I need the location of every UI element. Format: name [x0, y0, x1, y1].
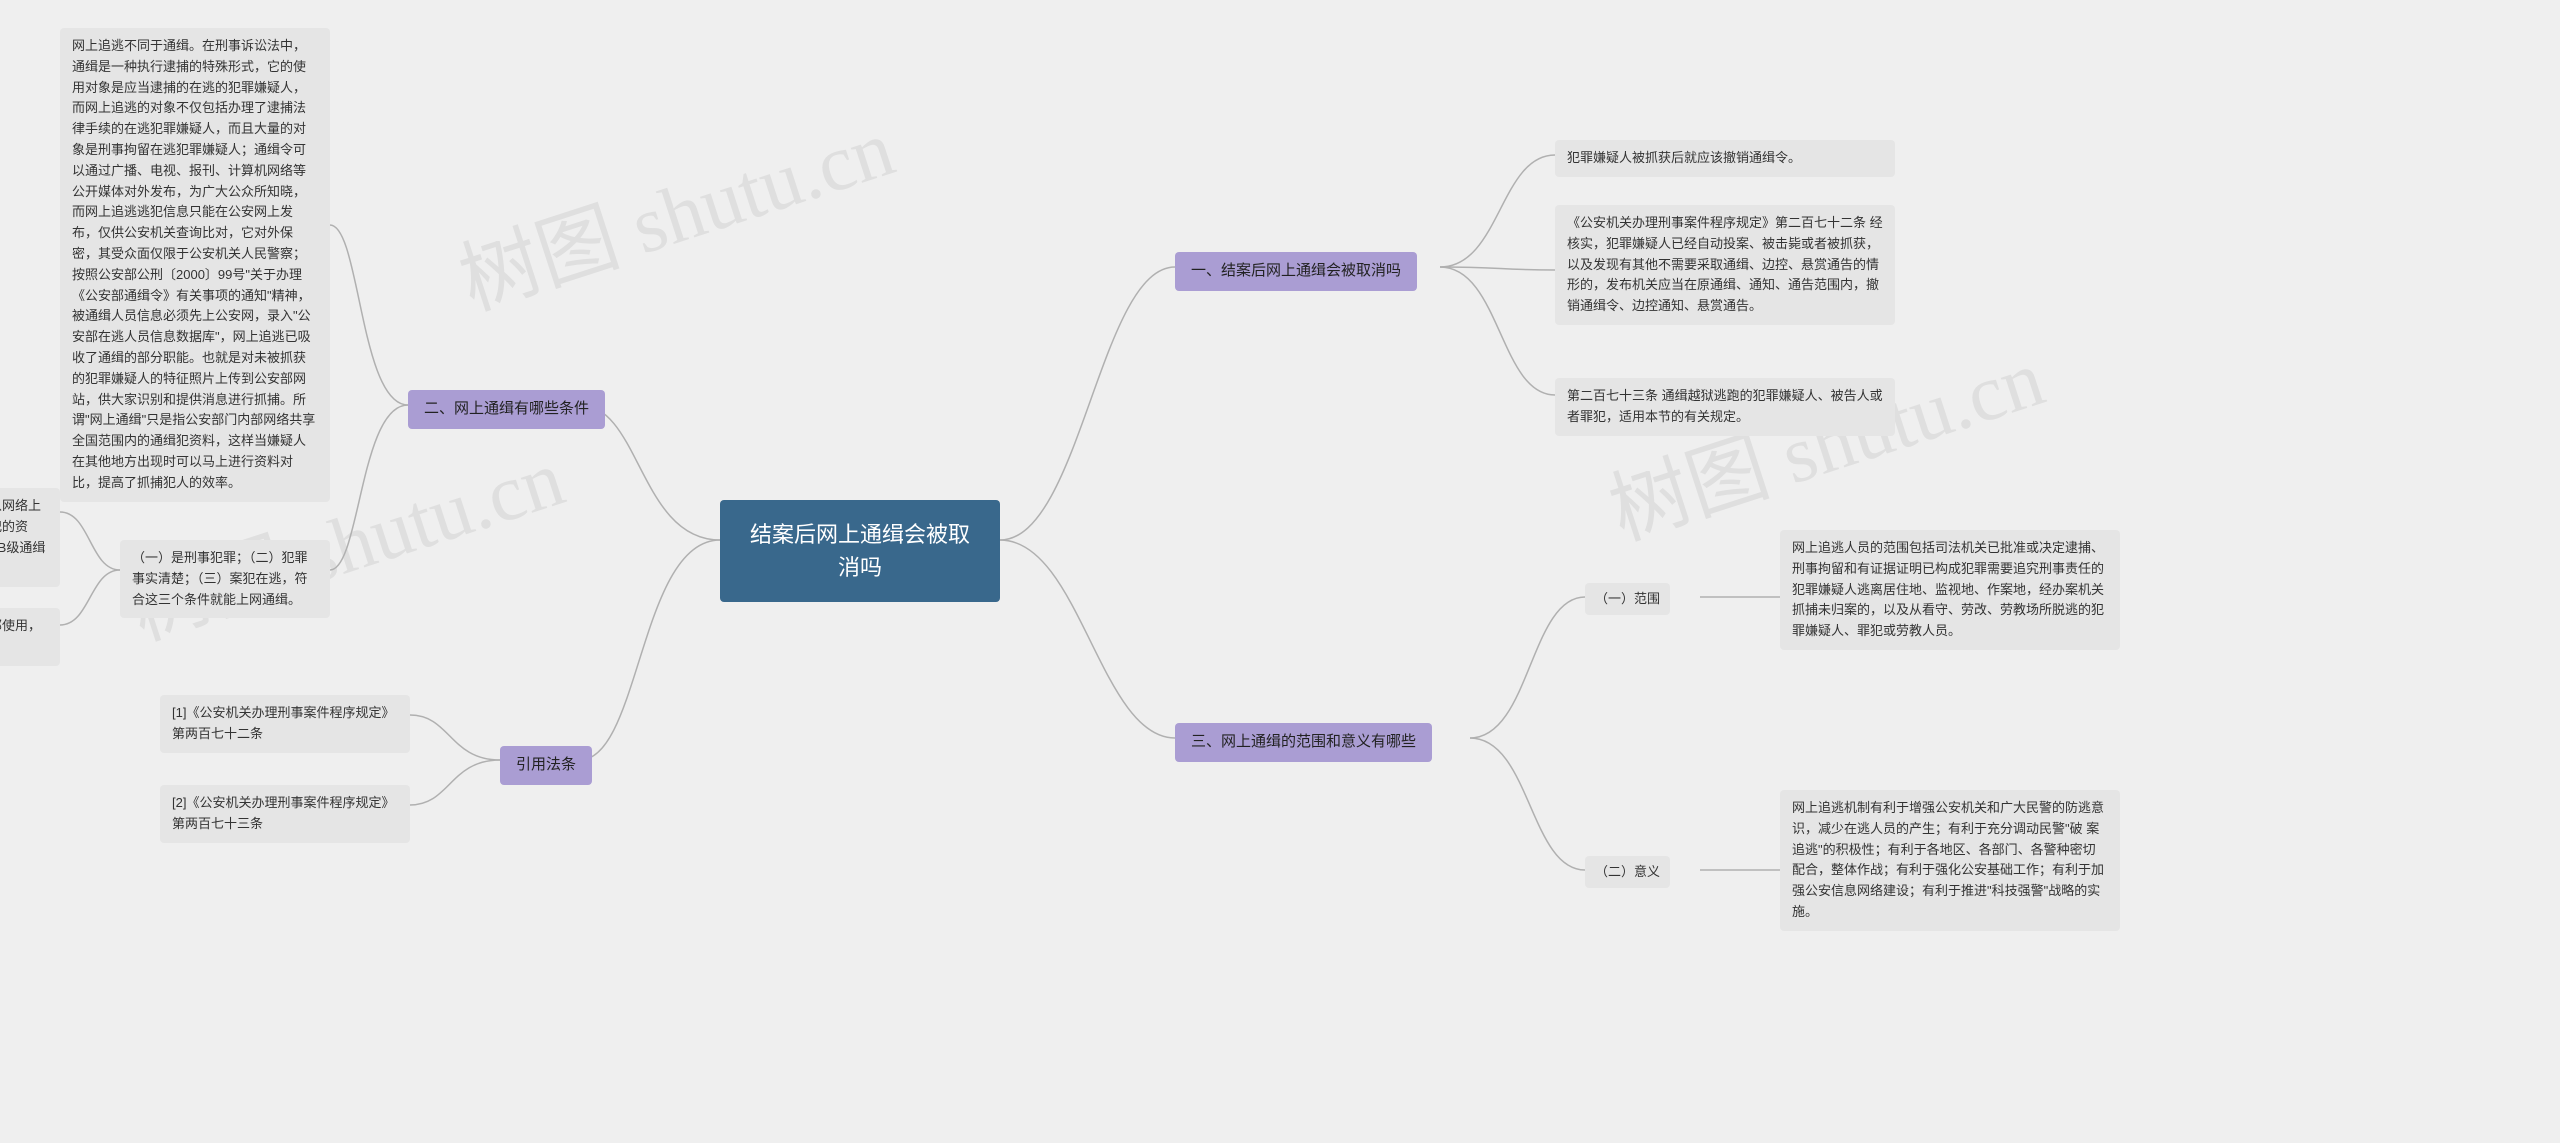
- watermark: 树图 shutu.cn: [1593, 313, 2056, 562]
- leaf-section1-item0: 犯罪嫌疑人被抓获后就应该撤销通缉令。: [1555, 140, 1895, 177]
- leaf-section2-note1: 网上通缉令是公安内部使用，不对整个互联网开放。: [0, 608, 60, 666]
- branch-law: 引用法条: [500, 746, 592, 785]
- branch-section1: 一、结案后网上通缉会被取消吗: [1175, 252, 1417, 291]
- branch-section2: 二、网上通缉有哪些条件: [408, 390, 605, 429]
- leaf-section2-conditions: （一）是刑事犯罪；（二）犯罪事实清楚；（三）案犯在逃，符合这三个条件就能上网通缉…: [120, 540, 330, 618]
- root-node: 结案后网上通缉会被取消吗: [720, 500, 1000, 602]
- watermark: 树图 shutu.cn: [443, 83, 906, 332]
- leaf-law-item1: [2]《公安机关办理刑事案件程序规定》 第两百七十三条: [160, 785, 410, 843]
- leaf-law-item0: [1]《公安机关办理刑事案件程序规定》 第两百七十二条: [160, 695, 410, 753]
- connector-lines: [0, 0, 2560, 1143]
- leaf-section1-item2: 第二百七十三条 通缉越狱逃跑的犯罪嫌疑人、被告人或者罪犯，适用本节的有关规定。: [1555, 378, 1895, 436]
- leaf-section2-note0: 并不是说大家都可以从网络上就可以看到所有通缉犯的资料。一般只有部分A、B级通缉犯…: [0, 488, 60, 587]
- leaf-section3-sub2-text: 网上追逃机制有利于增强公安机关和广大民警的防逃意识，减少在逃人员的产生；有利于充…: [1780, 790, 2120, 931]
- leaf-section1-item1: 《公安机关办理刑事案件程序规定》第二百七十二条 经核实，犯罪嫌疑人已经自动投案、…: [1555, 205, 1895, 325]
- branch-section3: 三、网上通缉的范围和意义有哪些: [1175, 723, 1432, 762]
- leaf-section3-sub1-label: （一）范围: [1585, 583, 1670, 615]
- leaf-section3-sub2-label: （二）意义: [1585, 856, 1670, 888]
- leaf-section2-bigtext: 网上追逃不同于通缉。在刑事诉讼法中，通缉是一种执行逮捕的特殊形式，它的使用对象是…: [60, 28, 330, 502]
- leaf-section3-sub1-text: 网上追逃人员的范围包括司法机关已批准或决定逮捕、刑事拘留和有证据证明已构成犯罪需…: [1780, 530, 2120, 650]
